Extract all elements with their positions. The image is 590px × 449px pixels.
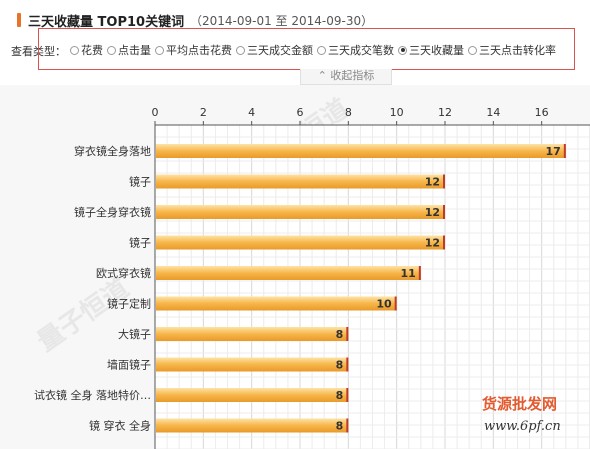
bar [156, 357, 349, 372]
bar-end-cap [394, 296, 397, 311]
bar-end-cap [563, 144, 566, 158]
title-accent-bar [17, 13, 21, 27]
radio-option-label: 点击量 [118, 44, 151, 57]
bar-value-label: 8 [336, 420, 344, 433]
x-tick-label: 0 [152, 106, 159, 119]
category-label: 镜子定制 [107, 297, 151, 311]
x-tick-label: 4 [248, 106, 255, 119]
site-logo: 货源批发网 www.6pf.cn [470, 385, 590, 449]
bar-chart: 0 2 4 6 8 10 12 14 16 17 穿衣镜全身落地 12 镜子 12 镜子全身穿衣镜 12 镜子 1… [34, 106, 590, 449]
x-tick-label: 10 [390, 106, 404, 119]
bar-value-label: 8 [336, 328, 344, 341]
radio-button-icon[interactable] [317, 45, 326, 55]
radio-button-icon[interactable] [70, 45, 79, 55]
bar-value-label: 12 [425, 237, 440, 250]
radio-option-4[interactable]: 三天成交笔数 [317, 42, 394, 58]
bar-end-cap [418, 266, 421, 280]
collapse-metrics-button[interactable]: ⌃ 收起指标 [300, 69, 392, 85]
x-tick-label: 16 [535, 106, 549, 119]
radio-option-label: 三天成交笔数 [328, 44, 394, 57]
radio-button-icon[interactable] [155, 45, 164, 55]
radio-option-label: 三天点击转化率 [479, 44, 556, 57]
bar-value-label: 12 [425, 176, 440, 189]
logo-url-text: www.6pf.cn [484, 419, 561, 434]
bar [156, 418, 349, 433]
bar-end-cap [443, 235, 445, 250]
category-label: 墙面镜子 [107, 358, 151, 372]
bar [156, 174, 445, 189]
view-type-radio-group: 花费 点击量 平均点击花费 三天成交金额 三天成交笔数 三天收藏量 三天点击转化率 [70, 43, 556, 57]
category-label: 穿衣镜全身落地 [74, 144, 151, 158]
radio-option-2[interactable]: 平均点击花费 [155, 42, 232, 58]
bar [156, 266, 421, 280]
category-label: 镜子全身穿衣镜 [74, 205, 151, 219]
radio-option-label: 三天收藏量 [409, 44, 464, 57]
bar-value-label: 17 [546, 145, 561, 158]
bar-end-cap [346, 357, 349, 372]
header-bar: 三天收藏量 TOP10关键词 （2014-09-01 至 2014-09-30） [0, 0, 590, 35]
radio-option-6[interactable]: 三天点击转化率 [468, 42, 556, 58]
radio-option-label: 平均点击花费 [166, 44, 232, 57]
bar-value-label: 8 [336, 359, 344, 372]
radio-option-5[interactable]: 三天收藏量 [398, 42, 464, 58]
radio-option-label: 花费 [81, 44, 103, 57]
radio-option-1[interactable]: 点击量 [107, 42, 151, 58]
bar-value-label: 8 [336, 389, 344, 402]
radio-button-icon[interactable] [468, 45, 477, 55]
bar-end-cap [443, 205, 445, 219]
category-label: 镜子 [129, 175, 151, 189]
radio-button-icon[interactable] [107, 45, 116, 55]
bar-value-label: 12 [425, 206, 440, 219]
radio-button-icon[interactable] [236, 45, 245, 55]
x-tick-label: 12 [438, 106, 452, 119]
bar [156, 205, 445, 219]
radio-option-label: 三天成交金额 [247, 44, 313, 57]
chart-area: 量子恒道 量子恒道 量子恒道 024681012141617穿衣镜全身落地12镜… [0, 85, 590, 449]
x-tick-label: 14 [486, 106, 500, 119]
bar-value-label: 11 [401, 267, 416, 280]
category-label: 欧式穿衣镜 [96, 266, 151, 280]
date-range: （2014-09-01 至 2014-09-30） [190, 14, 374, 28]
category-label: 试衣镜 全身 落地特价… [34, 388, 151, 402]
bar-end-cap [346, 388, 349, 402]
bar-end-cap [443, 174, 445, 189]
category-label: 镜子 [129, 236, 151, 250]
bar [156, 388, 349, 402]
logo-chinese-text: 货源批发网 [482, 395, 558, 413]
bar-end-cap [346, 327, 349, 341]
bar-value-label: 10 [376, 298, 392, 311]
radio-option-0[interactable]: 花费 [70, 42, 103, 58]
radio-option-3[interactable]: 三天成交金额 [236, 42, 313, 58]
bar-end-cap [346, 418, 349, 433]
page-title: 三天收藏量 TOP10关键词 [28, 15, 185, 30]
radio-button-icon[interactable] [398, 45, 407, 55]
x-tick-label: 2 [200, 106, 207, 119]
category-label: 大镜子 [118, 327, 151, 341]
bar [156, 327, 349, 341]
bar [156, 235, 445, 250]
bar [156, 144, 566, 158]
x-tick-label: 6 [297, 106, 304, 119]
bar [156, 296, 397, 311]
category-label: 镜 穿衣 全身 [89, 419, 151, 433]
x-tick-label: 8 [345, 106, 352, 119]
